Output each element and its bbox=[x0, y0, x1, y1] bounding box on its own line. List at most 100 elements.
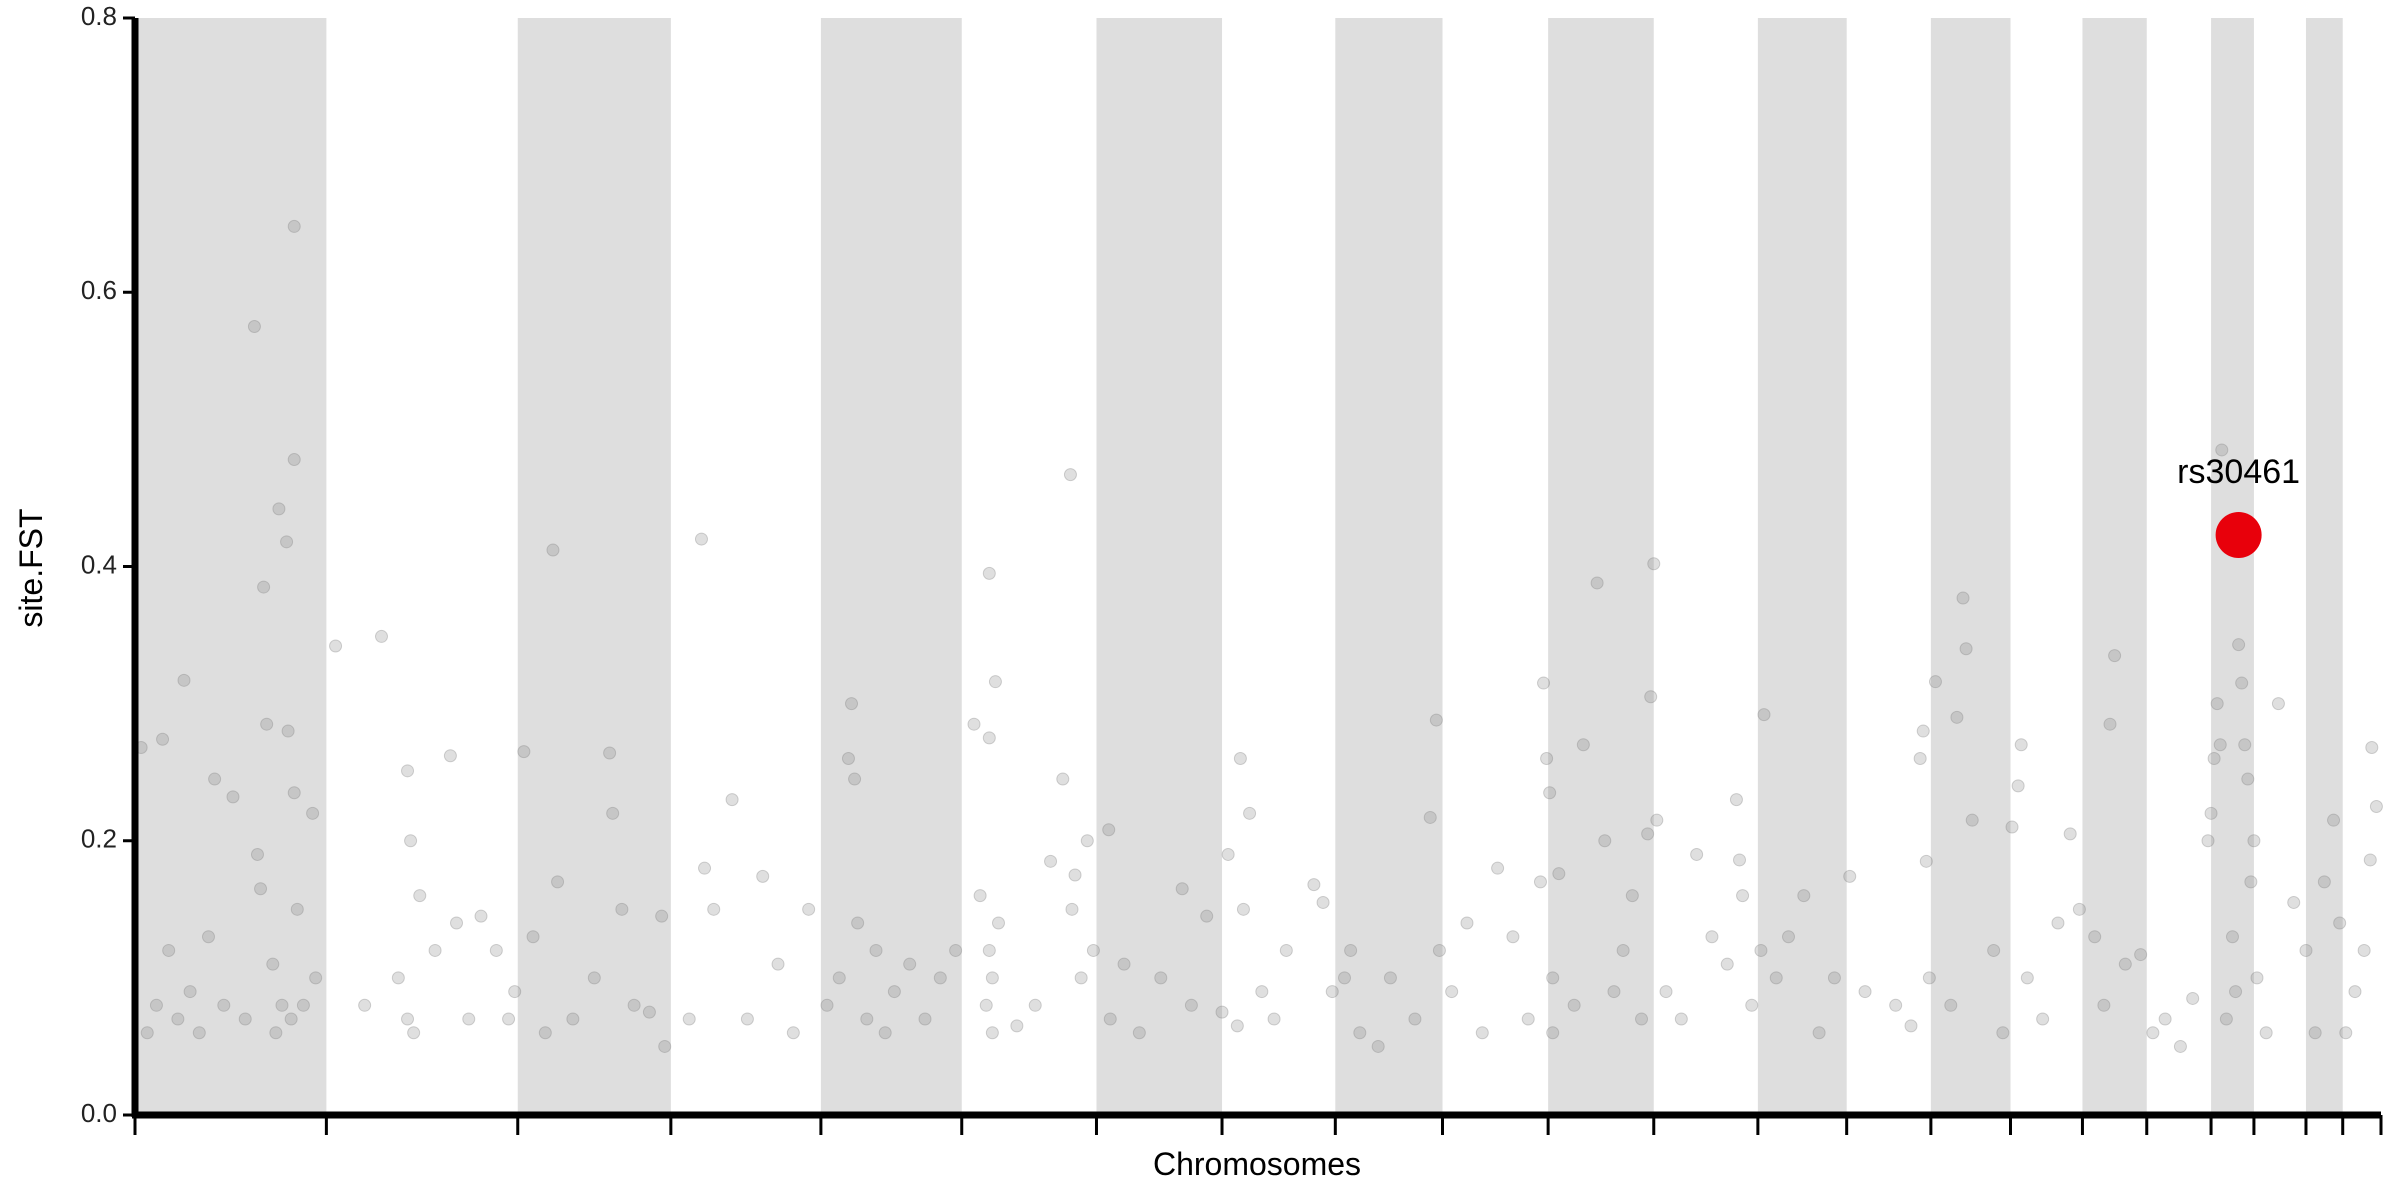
snp-point bbox=[2287, 895, 2301, 909]
snp-point bbox=[508, 985, 522, 999]
snp-point bbox=[918, 1012, 932, 1026]
snp-point bbox=[1769, 971, 1783, 985]
snp-point bbox=[985, 1026, 999, 1040]
snp-point bbox=[1754, 943, 1768, 957]
snp-point bbox=[2225, 930, 2239, 944]
snp-point bbox=[2219, 1012, 2233, 1026]
snp-point bbox=[250, 847, 264, 861]
snp-point bbox=[851, 916, 865, 930]
snp-point bbox=[869, 943, 883, 957]
y-axis-label: site.FST bbox=[13, 508, 49, 627]
chromosome-band bbox=[1548, 18, 1654, 1115]
snp-point bbox=[287, 786, 301, 800]
snp-point bbox=[401, 764, 415, 778]
snp-point bbox=[2363, 853, 2377, 867]
snp-point bbox=[1353, 1026, 1367, 1040]
snp-point bbox=[1215, 1005, 1229, 1019]
chromosome-band bbox=[1335, 18, 1443, 1115]
snp-point bbox=[247, 320, 261, 334]
snp-point bbox=[156, 732, 170, 746]
snp-point bbox=[2357, 943, 2371, 957]
snp-point bbox=[1221, 847, 1235, 861]
x-axis-label: Chromosomes bbox=[1153, 1146, 1361, 1182]
snp-point bbox=[988, 675, 1002, 689]
chromosome-band bbox=[1757, 18, 1847, 1115]
snp-point bbox=[615, 902, 629, 916]
snp-point bbox=[1521, 1012, 1535, 1026]
snp-point bbox=[2369, 799, 2383, 813]
snp-point bbox=[1736, 889, 1750, 903]
snp-point bbox=[967, 717, 981, 731]
snp-point bbox=[149, 998, 163, 1012]
snp-point bbox=[329, 639, 343, 653]
snp-point bbox=[1432, 943, 1446, 957]
snp-point bbox=[551, 875, 565, 889]
snp-point bbox=[1460, 916, 1474, 930]
snp-point bbox=[1316, 895, 1330, 909]
snp-point bbox=[266, 957, 280, 971]
snp-point bbox=[391, 971, 405, 985]
snp-point bbox=[1674, 1012, 1688, 1026]
snp-point bbox=[254, 882, 268, 896]
snp-point bbox=[1175, 882, 1189, 896]
snp-point bbox=[627, 998, 641, 1012]
snp-point bbox=[1944, 998, 1958, 1012]
snp-point bbox=[1307, 878, 1321, 892]
snp-point bbox=[290, 902, 304, 916]
snp-point bbox=[1267, 1012, 1281, 1026]
snp-point bbox=[587, 971, 601, 985]
snp-point bbox=[1567, 998, 1581, 1012]
snp-point bbox=[2186, 991, 2200, 1005]
snp-point bbox=[407, 1026, 421, 1040]
snp-point bbox=[1491, 861, 1505, 875]
snp-point bbox=[1154, 971, 1168, 985]
snp-point bbox=[2213, 738, 2227, 752]
snp-point bbox=[1028, 998, 1042, 1012]
snp-point bbox=[1858, 985, 1872, 999]
snp-point bbox=[642, 1005, 656, 1019]
snp-point bbox=[740, 1012, 754, 1026]
snp-point bbox=[2063, 827, 2077, 841]
snp-point bbox=[2327, 813, 2341, 827]
snp-point bbox=[450, 916, 464, 930]
snp-point bbox=[1429, 713, 1443, 727]
snp-point bbox=[1705, 930, 1719, 944]
snp-point bbox=[1690, 847, 1704, 861]
points: rs30461 bbox=[134, 219, 2383, 1053]
snp-point bbox=[1236, 902, 1250, 916]
snp-point bbox=[2247, 834, 2261, 848]
snp-point bbox=[1506, 930, 1520, 944]
snp-point bbox=[1445, 985, 1459, 999]
snp-point bbox=[1423, 810, 1437, 824]
snp-point bbox=[306, 806, 320, 820]
snp-point bbox=[309, 971, 323, 985]
snp-point bbox=[973, 889, 987, 903]
snp-point bbox=[2232, 638, 2246, 652]
snp-point bbox=[845, 697, 859, 711]
snp-point bbox=[474, 909, 488, 923]
snp-point bbox=[982, 943, 996, 957]
snp-point bbox=[2244, 875, 2258, 889]
snp-point bbox=[1371, 1039, 1385, 1053]
snp-point bbox=[2241, 772, 2255, 786]
snp-point bbox=[358, 998, 372, 1012]
snp-point bbox=[606, 806, 620, 820]
snp-point bbox=[979, 998, 993, 1012]
snp-point bbox=[2051, 916, 2065, 930]
snp-point bbox=[217, 998, 231, 1012]
snp-point bbox=[2299, 943, 2313, 957]
y-tick-label: 0.6 bbox=[81, 275, 117, 305]
snp-point bbox=[2238, 738, 2252, 752]
snp-point bbox=[201, 930, 215, 944]
snp-point bbox=[177, 673, 191, 687]
snp-point bbox=[1616, 943, 1630, 957]
snp-point bbox=[171, 1012, 185, 1026]
snp-point bbox=[1132, 1026, 1146, 1040]
snp-point bbox=[2014, 738, 2028, 752]
snp-point bbox=[1659, 985, 1673, 999]
snp-point bbox=[1781, 930, 1795, 944]
snp-point bbox=[1537, 676, 1551, 690]
snp-point bbox=[1913, 751, 1927, 765]
snp-point bbox=[1959, 642, 1973, 656]
snp-point bbox=[841, 751, 855, 765]
